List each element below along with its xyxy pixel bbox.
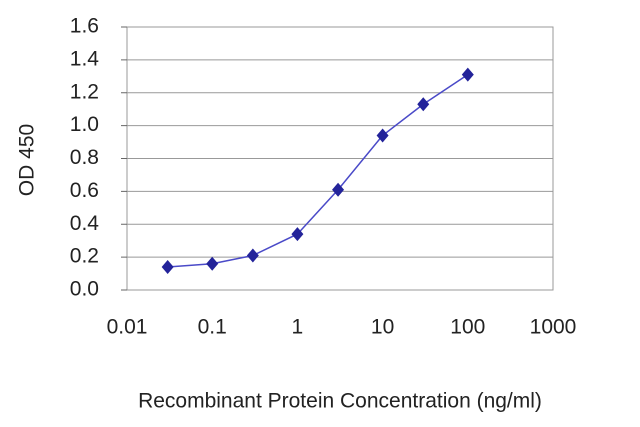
x-tick-label: 100 xyxy=(450,316,485,339)
marker xyxy=(161,259,174,274)
y-tick-label: 0.2 xyxy=(70,245,99,268)
marker xyxy=(206,256,219,271)
line xyxy=(167,74,469,268)
y-tick-label: 1.2 xyxy=(70,80,99,103)
marker xyxy=(417,97,430,112)
x-tick-label: 0.1 xyxy=(198,316,227,339)
y-tick-label: 0.6 xyxy=(70,179,99,202)
marker xyxy=(246,248,259,263)
x-axis-label: Recombinant Protein Concentration (ng/ml… xyxy=(138,390,542,413)
y-tick-label: 1.6 xyxy=(70,15,99,38)
y-axis-label: OD 450 xyxy=(16,124,39,196)
y-tick-label: 1.4 xyxy=(70,47,100,70)
marker xyxy=(461,67,474,82)
y-tick-label: 0.0 xyxy=(70,278,99,301)
x-tick-label: 0.01 xyxy=(107,316,148,339)
y-tick-label: 0.8 xyxy=(70,146,99,169)
x-tick-label: 10 xyxy=(371,316,394,339)
x-tick-label: 1000 xyxy=(530,316,577,339)
y-tick-label: 1.0 xyxy=(70,113,99,136)
y-tick-label: 0.4 xyxy=(70,212,100,235)
marker xyxy=(291,227,304,242)
marker xyxy=(376,128,389,143)
x-tick-label: 1 xyxy=(292,316,304,339)
marker xyxy=(332,182,345,197)
